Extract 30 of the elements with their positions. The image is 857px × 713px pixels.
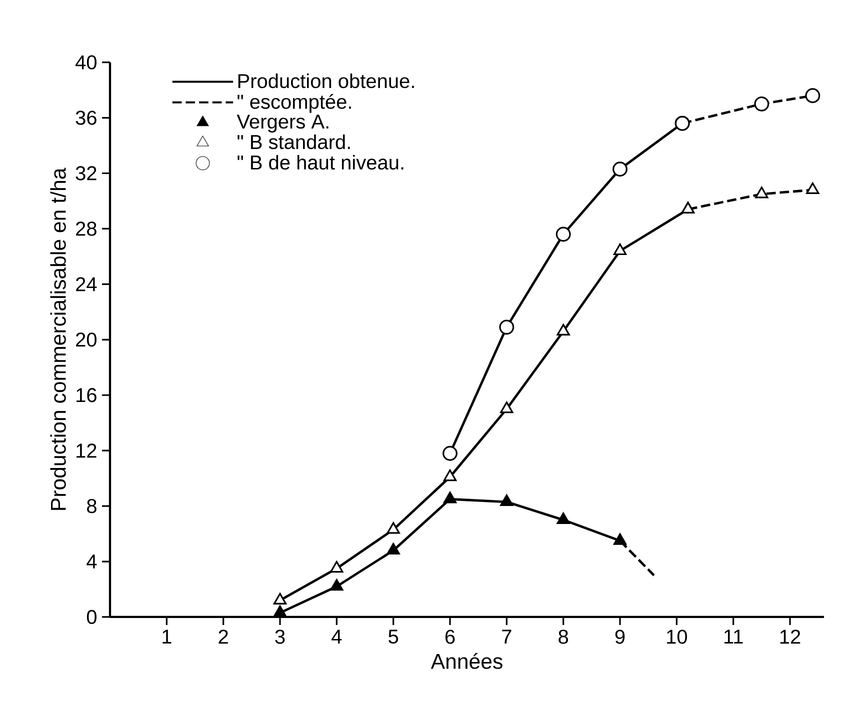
legend-label: " B standard. <box>238 134 350 150</box>
legend-label: " B de haut niveau. <box>238 154 404 170</box>
y-tick-label: 24 <box>76 277 97 292</box>
annotation: Production obtenue. <box>238 73 414 88</box>
y-tick-label: 32 <box>76 166 96 180</box>
x-tick-label: 8 <box>558 630 568 644</box>
y-axis-title: Production commercialisable en t/ha <box>50 168 66 510</box>
y-tick-label: 36 <box>76 110 96 125</box>
x-tick-label: 7 <box>502 630 512 644</box>
x-axis-title: Années <box>430 653 502 669</box>
legend-label: Vergers A. <box>236 114 328 133</box>
y-tick-label: 4 <box>86 554 97 568</box>
y-tick-label: 40 <box>76 55 96 70</box>
x-tick-label: 1 <box>162 630 172 644</box>
y-tick-label: 28 <box>76 222 96 236</box>
x-tick-label: 3 <box>275 630 285 644</box>
y-tick-label: 12 <box>76 444 96 458</box>
x-tick-label: 6 <box>445 630 455 644</box>
x-tick-label: 10 <box>667 630 687 644</box>
y-tick-label: 8 <box>87 498 96 514</box>
x-tick-label: 12 <box>780 630 800 644</box>
x-tick-label: 11 <box>724 630 743 644</box>
y-tick-label: 0 <box>86 610 97 624</box>
annotation: " escomptée. <box>238 94 351 113</box>
x-tick-label: 5 <box>388 630 398 644</box>
y-tick-label: 20 <box>76 332 96 347</box>
y-tick-label: 16 <box>76 388 96 402</box>
x-tick-label: 2 <box>218 630 228 644</box>
x-tick-label: 4 <box>332 630 342 644</box>
x-tick-label: 9 <box>615 630 625 644</box>
